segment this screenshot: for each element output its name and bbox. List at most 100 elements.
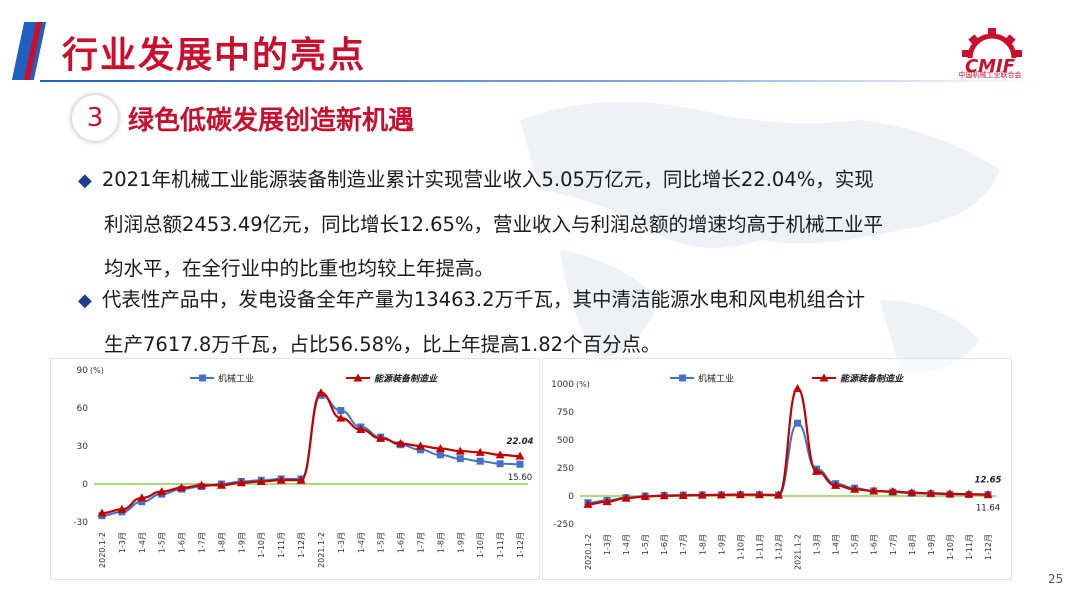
paragraph-line: 均水平，在全行业中的比重也均较上年提高。: [104, 257, 495, 280]
data-point-triangle: [964, 489, 974, 498]
x-tick-label: 1-11月: [496, 532, 505, 558]
x-tick-label: 1-6月: [660, 534, 669, 555]
paragraph-line: 利润总额2453.49亿元，同比增长12.65%，营业收入与利润总额的增速均高于…: [104, 213, 883, 236]
x-tick-label: 1-11月: [965, 534, 974, 560]
x-tick-label: 1-8月: [908, 534, 917, 555]
data-point-triangle: [659, 491, 669, 500]
data-point-triangle: [907, 488, 917, 497]
data-point-triangle: [316, 388, 326, 397]
x-tick-label: 1-5月: [851, 534, 860, 555]
data-point-triangle: [97, 508, 107, 517]
data-point-triangle: [754, 490, 764, 499]
data-point-triangle: [793, 383, 803, 392]
x-tick-label: 1-10月: [257, 532, 266, 558]
section-number-badge: 3: [72, 95, 118, 141]
data-point-square: [516, 460, 524, 468]
x-tick-label: 1-8月: [217, 532, 226, 553]
logo-caption: 中国机械工业联合会: [958, 71, 1022, 79]
data-point-triangle: [356, 425, 366, 434]
data-point-triangle: [495, 450, 505, 459]
x-tick-label: 1-4月: [832, 534, 841, 555]
x-tick-label: 1-10月: [736, 534, 745, 560]
data-point-triangle: [177, 483, 187, 492]
data-point-triangle: [678, 490, 688, 499]
section-subtitle: 绿色低碳发展创造新机遇: [128, 106, 415, 136]
x-tick-label: 1-4月: [138, 532, 147, 553]
x-tick-label: 1-6月: [397, 532, 406, 553]
data-point-triangle: [415, 441, 425, 450]
x-tick-label: 1-12月: [774, 534, 783, 560]
y-tick-label: 750: [557, 408, 574, 418]
x-tick-label: 1-12月: [984, 534, 993, 560]
data-point-triangle: [831, 480, 841, 489]
data-point-triangle: [117, 504, 127, 513]
data-point-triangle: [735, 490, 745, 499]
x-tick-label: 1-7月: [416, 532, 425, 553]
x-tick-label: 1-9月: [237, 532, 246, 553]
diamond-bullet-icon: ◆: [78, 290, 92, 311]
x-tick-label: 1-9月: [717, 534, 726, 555]
y-tick-label: -250: [554, 520, 575, 530]
x-tick-label: 1-3月: [813, 534, 822, 555]
x-tick-label: 1-7月: [679, 534, 688, 555]
data-point-square: [456, 455, 464, 463]
x-tick-label: 2021.1-2: [317, 532, 326, 568]
data-point-square: [794, 419, 802, 427]
x-tick-label: 1-4月: [357, 532, 366, 553]
data-point-triangle: [236, 478, 246, 487]
data-point-triangle: [515, 451, 525, 460]
end-value-label-energy: 12.65: [975, 476, 1002, 486]
paragraph-line: ◆ 2021年机械工业能源装备制造业累计实现营业收入5.05万亿元，同比增长22.…: [78, 168, 874, 191]
data-point-triangle: [475, 447, 485, 456]
x-tick-label: 1-3月: [603, 534, 612, 555]
data-point-triangle: [869, 486, 879, 495]
cmif-logo: CMIF: [962, 28, 1022, 77]
x-tick-label: 1-5月: [641, 534, 650, 555]
y-tick-label: 0: [568, 492, 574, 502]
title-underline: [40, 80, 1040, 82]
y-tick-label: 500: [557, 436, 574, 446]
paragraph-line: 生产7617.8万千瓦，占比56.58%，比上年提高1.82个百分点。: [104, 333, 661, 356]
series-line: [101, 391, 521, 515]
x-tick-label: 1-9月: [456, 532, 465, 553]
legend-marker-square: [199, 374, 206, 382]
paragraph-revenue: ◆ 2021年机械工业能源装备制造业累计实现营业收入5.05万亿元，同比增长22.…: [78, 158, 1008, 291]
data-point-square: [436, 451, 444, 459]
data-point-square: [496, 460, 504, 468]
y-tick-label: 0: [82, 480, 88, 490]
diamond-bullet-icon: ◆: [78, 170, 92, 191]
end-value-label-machinery: 15.60: [508, 473, 532, 483]
x-tick-label: 1-11月: [277, 532, 286, 558]
data-point-triangle: [197, 480, 207, 489]
y-tick-label: 60: [77, 404, 89, 414]
data-point-triangle: [621, 493, 631, 502]
page-number: 25: [1048, 572, 1064, 586]
x-tick-label: 1-5月: [377, 532, 386, 553]
x-tick-label: 1-10月: [946, 534, 955, 560]
legend-label: 机械工业: [218, 373, 254, 385]
chart-frame: [542, 358, 1012, 580]
legend-label: 机械工业: [698, 373, 734, 385]
data-point-triangle: [926, 488, 936, 497]
legend-label: 能源装备制造业: [374, 374, 438, 385]
profit-growth-chart: -250 0 250 500 750 1000 (%) 2020.1-2 1-3月 1-4月 1-5…: [542, 358, 1012, 580]
data-point-triangle: [583, 499, 593, 508]
x-tick-label: 1-5月: [158, 532, 167, 553]
data-point-triangle: [773, 490, 783, 499]
data-point-triangle: [812, 466, 822, 475]
x-tick-label: 1-11月: [755, 534, 764, 560]
x-tick-label: 1-10月: [476, 532, 485, 558]
x-tick-label: 1-12月: [297, 532, 306, 558]
x-tick-label: 1-7月: [889, 534, 898, 555]
data-point-square: [138, 498, 146, 506]
y-tick-label: -30: [73, 518, 88, 528]
data-point-square: [476, 457, 484, 465]
end-value-label-machinery: 11.64: [976, 504, 1000, 514]
paragraph-line: ◆ 代表性产品中，发电设备全年产量为13463.2万千瓦，其中清洁能源水电和风电机…: [78, 288, 865, 311]
x-tick-label: 1-6月: [178, 532, 187, 553]
data-point-triangle: [888, 487, 898, 496]
logo-mark: CMIF: [965, 56, 1016, 77]
data-point-square: [337, 407, 345, 415]
legend-marker-triangle: [819, 373, 829, 382]
